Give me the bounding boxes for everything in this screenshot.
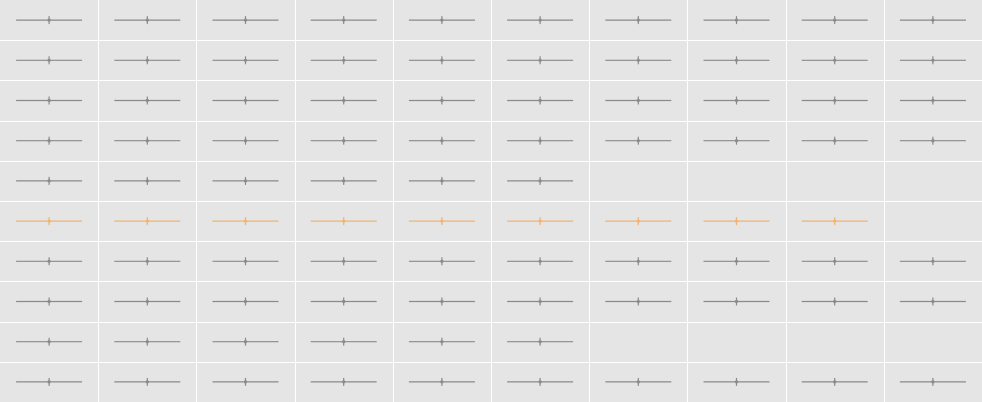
data-point: [243, 340, 248, 344]
data-point: [243, 139, 248, 143]
data-point: [47, 219, 51, 223]
data-point: [931, 259, 935, 263]
data-point: [342, 139, 346, 143]
data-point: [833, 139, 837, 143]
data-point: [47, 340, 51, 344]
data-point: [833, 299, 837, 304]
data-point: [243, 98, 248, 103]
data-point: [833, 98, 837, 103]
data-point: [145, 18, 149, 22]
data-point: [538, 340, 542, 344]
data-point: [243, 219, 248, 223]
data-point: [734, 58, 739, 62]
data-point: [734, 18, 739, 22]
data-point: [342, 380, 346, 384]
data-point: [931, 58, 935, 62]
data-point: [47, 18, 51, 22]
data-point: [145, 219, 149, 223]
data-point: [243, 18, 248, 22]
data-point: [145, 58, 149, 62]
data-point: [931, 18, 935, 22]
data-point: [440, 179, 444, 183]
data-point: [47, 139, 51, 143]
data-point: [636, 219, 640, 223]
data-point: [243, 259, 248, 263]
data-point: [47, 380, 51, 384]
data-point: [538, 259, 542, 263]
data-point: [342, 259, 346, 263]
data-point: [440, 18, 444, 22]
data-point: [342, 18, 346, 22]
data-point: [833, 380, 837, 384]
data-point: [538, 18, 542, 22]
data-point: [440, 259, 444, 263]
data-point: [440, 299, 444, 304]
data-point: [243, 179, 248, 183]
data-point: [538, 98, 542, 103]
data-point: [145, 380, 149, 384]
data-point: [342, 98, 346, 103]
data-point: [538, 139, 542, 143]
data-point: [243, 380, 248, 384]
data-point: [145, 179, 149, 183]
data-point: [734, 98, 739, 103]
data-point: [145, 98, 149, 103]
data-point: [734, 259, 739, 263]
data-point: [440, 58, 444, 62]
data-point: [538, 380, 542, 384]
data-point: [833, 18, 837, 22]
data-point: [145, 139, 149, 143]
data-point: [636, 299, 640, 304]
data-point: [636, 98, 640, 103]
data-point: [734, 219, 739, 223]
data-point: [931, 299, 935, 304]
data-point: [734, 299, 739, 304]
data-point: [833, 58, 837, 62]
data-point: [440, 219, 444, 223]
data-point: [931, 139, 935, 143]
data-point: [47, 98, 51, 103]
data-point: [342, 340, 346, 344]
data-point: [440, 380, 444, 384]
data-point: [342, 299, 346, 304]
data-point: [833, 259, 837, 263]
data-point: [440, 139, 444, 143]
data-point: [243, 299, 248, 304]
data-point: [47, 179, 51, 183]
data-point: [931, 380, 935, 384]
data-point: [636, 139, 640, 143]
data-point: [636, 58, 640, 62]
data-point: [145, 299, 149, 304]
data-point: [931, 98, 935, 103]
data-point: [734, 380, 739, 384]
data-point: [342, 58, 346, 62]
data-point: [440, 340, 444, 344]
data-point: [734, 139, 739, 143]
data-point: [47, 58, 51, 62]
data-point: [538, 219, 542, 223]
data-point: [145, 340, 149, 344]
data-point: [636, 259, 640, 263]
data-point: [47, 259, 51, 263]
data-point: [636, 380, 640, 384]
data-point: [538, 179, 542, 183]
data-point: [342, 179, 346, 183]
data-point: [145, 259, 149, 263]
data-point: [47, 299, 51, 304]
data-point: [440, 98, 444, 103]
data-point: [538, 299, 542, 304]
data-point: [833, 219, 837, 223]
data-point: [243, 58, 248, 62]
data-point: [342, 219, 346, 223]
data-point: [538, 58, 542, 62]
data-point: [636, 18, 640, 22]
